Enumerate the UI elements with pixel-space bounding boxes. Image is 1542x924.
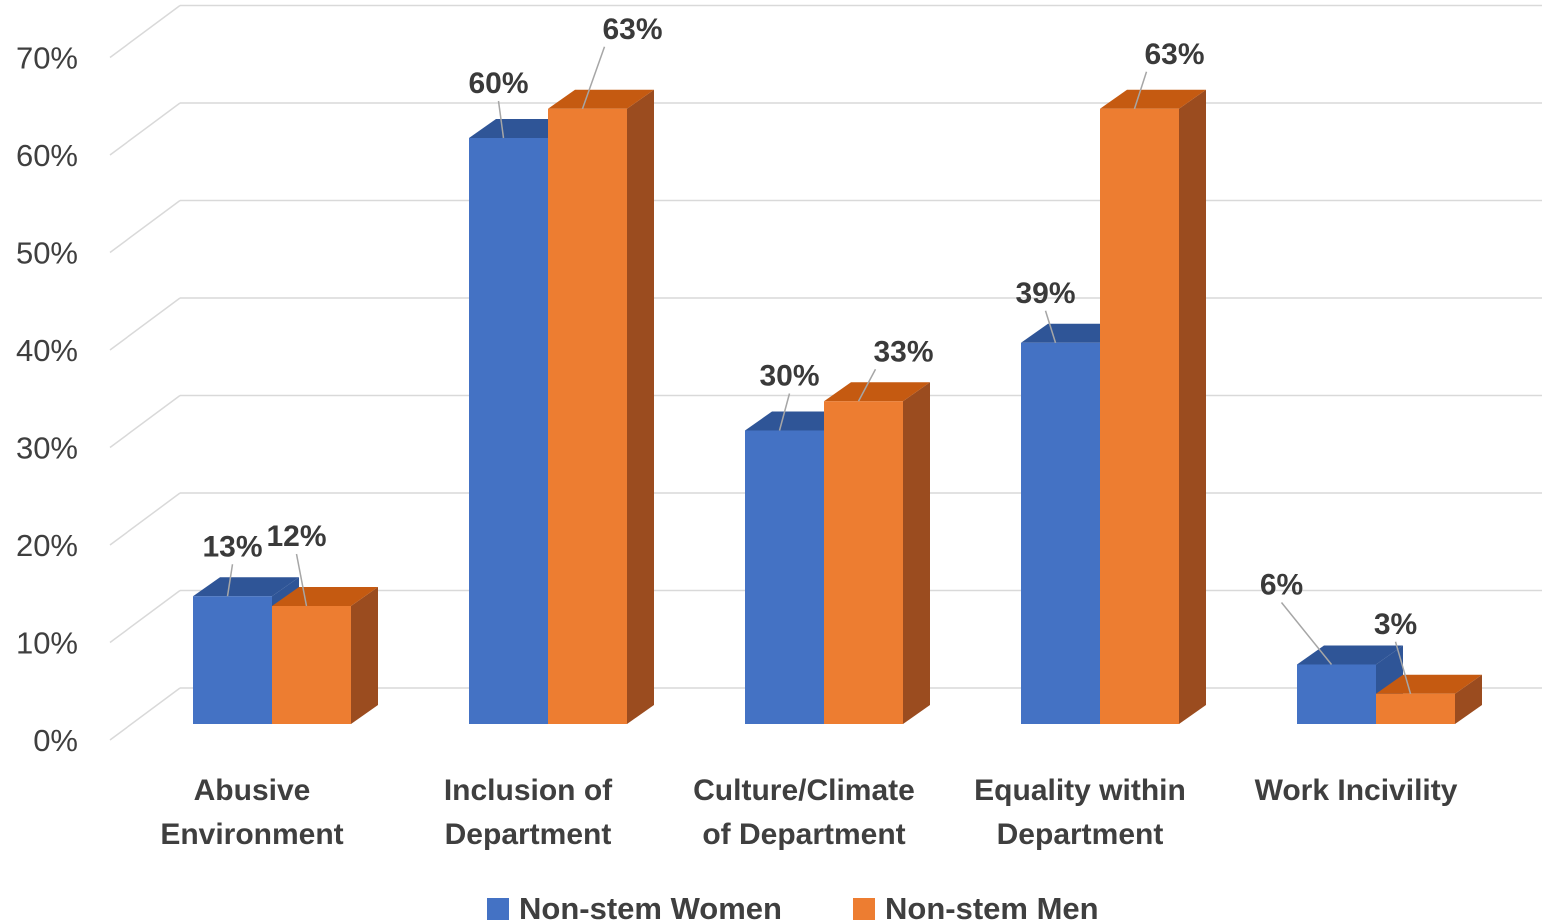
y-tick-label: 0% [33,723,78,758]
bar-front [469,138,548,724]
data-labels: 13% 12% 60% 63% 30% 33% 39% 63% 6% 3% [202,13,1417,694]
leader-line [1394,641,1412,694]
bar-front [1376,693,1455,724]
data-label: 60% [468,67,528,100]
bar-top [824,382,930,402]
y-tick-label: 50% [16,236,78,271]
category-label-line: Work Incivility [1255,774,1458,807]
x-axis-categories: Abusive Environment Inclusion of Department… [160,774,1457,851]
gridline-diagonal [109,589,181,644]
leader-line [497,100,505,139]
leader-line [581,46,606,110]
gridline-diagonal [109,102,181,156]
bar-side [903,382,930,724]
leader-line [226,564,234,597]
category-label-line: of Department [702,818,905,851]
y-tick-label: 70% [16,41,78,76]
data-label: 30% [759,360,819,393]
y-axis-ticks: 0% 10% 20% 30% 40% 50% 60% 70% [16,41,78,759]
bar-top [1376,674,1482,694]
gridline-diagonal [109,297,181,351]
bar-top [272,587,378,606]
bar-front [1297,664,1376,724]
category-label-line: Equality within [974,774,1186,807]
gridline-diagonal [109,492,181,546]
legend-item: Non-stem Women [487,891,782,924]
data-label: 3% [1374,608,1417,641]
data-label: 12% [266,520,326,553]
category-label-line: Inclusion of [444,774,613,807]
legend-item: Non-stem Men [853,891,1099,924]
bar-front [272,606,351,724]
bar-1-2 [824,382,930,724]
bars [193,89,1482,724]
data-label: 6% [1260,569,1303,602]
legend-swatch [853,898,875,920]
bar-top [193,577,299,597]
legend: Non-stem Women Non-stem Men [487,891,1099,924]
category-label-line: Abusive [194,774,311,807]
y-tick-label: 30% [16,431,78,466]
bar-side [1455,674,1482,724]
category-label-line: Department [445,818,612,851]
y-tick-label: 20% [16,528,78,563]
bar-front [745,430,824,724]
category-label-line: Environment [160,818,343,851]
data-label: 63% [1144,38,1204,71]
category-label: Inclusion of Department [444,774,613,851]
data-label: 39% [1015,277,1075,310]
y-tick-label: 40% [16,333,78,368]
bar-front [548,108,627,724]
category-label-line: Department [997,818,1164,851]
leader-line [1133,71,1148,109]
data-label: 63% [602,13,662,46]
leader-line [778,393,791,431]
leader-line [857,368,877,402]
bar-side [627,89,654,724]
bar-1-0 [272,587,378,724]
gridline-diagonal [109,199,181,254]
bar-front [824,401,903,724]
bar-1-3 [1100,89,1206,724]
category-label: Culture/Climate of Department [693,774,915,851]
category-label: Work Incivility [1255,774,1458,807]
bar-1-1 [548,89,654,724]
category-label: Abusive Environment [160,774,343,851]
y-tick-label: 60% [16,138,78,173]
gridline-diagonal [109,394,181,449]
data-label: 33% [873,335,933,368]
y-tick-label: 10% [16,626,78,661]
data-label: 13% [202,530,262,563]
bar-side [351,587,378,724]
legend-label: Non-stem Men [885,891,1099,924]
leader-line [295,553,308,607]
bar-front [193,596,272,724]
category-label-line: Culture/Climate [693,774,915,807]
bar-top [548,89,654,109]
bar-1-4 [1376,674,1482,724]
bar-front [1100,108,1179,724]
bar-top [1100,89,1206,109]
gridline-diagonal [109,4,181,59]
leader-line [1280,602,1333,665]
bar-top [1297,645,1403,665]
bar-side [1179,89,1206,724]
leader-line [1044,310,1057,343]
gridline-diagonal [109,687,181,741]
legend-label: Non-stem Women [519,891,782,924]
legend-swatch [487,898,509,920]
bar-front [1021,342,1100,724]
category-label: Equality within Department [974,774,1186,851]
